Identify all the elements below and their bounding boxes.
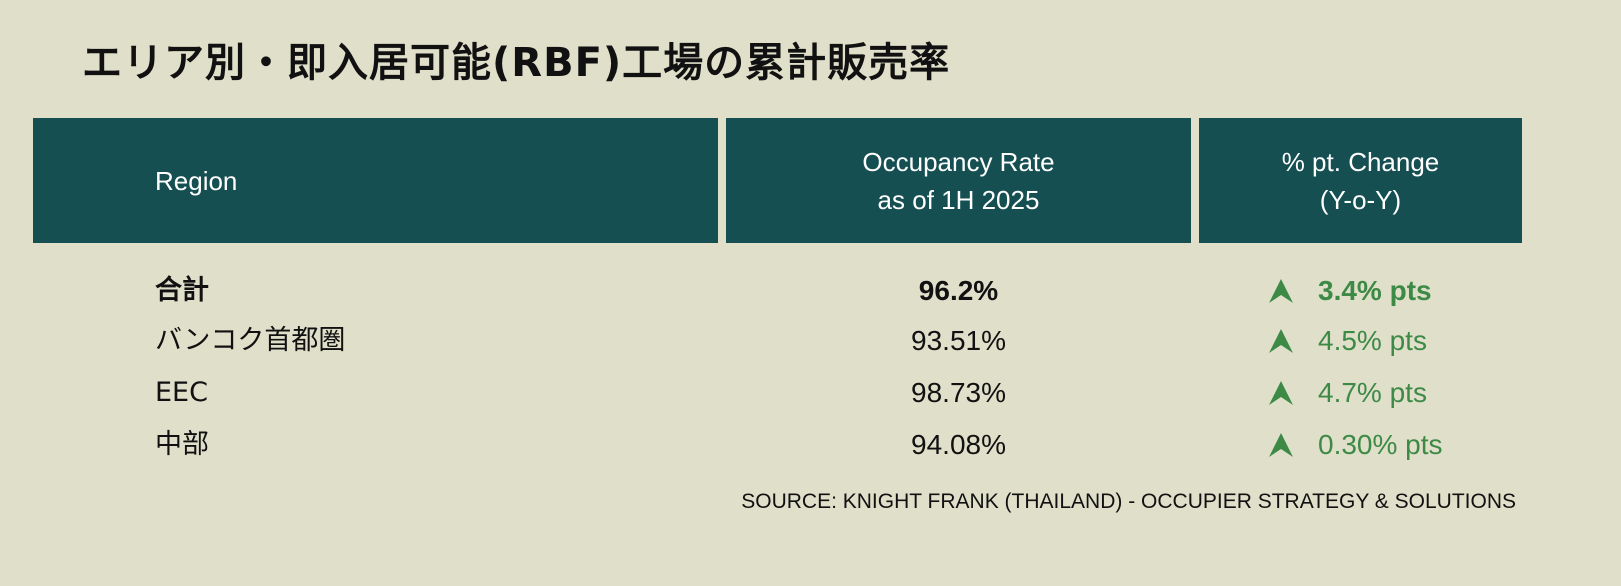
header-cell: % pt. Change (Y-o-Y) <box>1199 118 1522 243</box>
up-arrow-icon <box>1269 433 1293 457</box>
header-text: Region <box>155 165 238 196</box>
arrow-shape <box>1269 279 1293 303</box>
table-cell: 96.2% <box>918 275 999 306</box>
table-cell: 98.73% <box>911 377 1006 408</box>
table-cell: 合計 <box>155 275 209 306</box>
table-cell: EEC <box>155 377 208 408</box>
table-cell: 93.51% <box>911 325 1006 356</box>
arrow-shape <box>1269 433 1293 457</box>
source-note: SOURCE: KNIGHT FRANK (THAILAND) - OCCUPI… <box>741 490 1516 513</box>
header-text: as of 1H 2025 <box>877 184 1040 215</box>
header-text: Occupancy Rate <box>862 146 1055 177</box>
table-cell: 94.08% <box>911 429 1006 460</box>
header-cell: Occupancy Rate as of 1H 2025 <box>726 118 1191 243</box>
table-cell: 0.30% pts <box>1318 429 1443 460</box>
title: エリア別・即入居可能(RBF)工場の累計販売率 <box>82 40 951 86</box>
table-cell: 4.5% pts <box>1318 325 1427 356</box>
up-arrow-icon <box>1269 279 1293 303</box>
table-cell: 3.4% pts <box>1318 275 1432 306</box>
arrow-shape <box>1269 329 1293 353</box>
table-cell: 4.7% pts <box>1318 377 1427 408</box>
table-row: EEC 98.73% 4.7% pts <box>0 368 1621 418</box>
table-row: バンコク首都圏 93.51% 4.5% pts <box>0 316 1621 366</box>
header-cell: Region <box>33 118 718 243</box>
up-arrow-icon <box>1269 381 1293 405</box>
table-row: 合計 96.2% 3.4% pts <box>0 266 1621 316</box>
table-cell: バンコク首都圏 <box>155 325 346 356</box>
header-text: (Y-o-Y) <box>1319 184 1402 215</box>
header-text: % pt. Change <box>1281 146 1440 177</box>
table-cell: 中部 <box>155 429 209 460</box>
up-arrow-icon <box>1269 329 1293 353</box>
table-row: 中部 94.08% 0.30% pts <box>0 420 1621 470</box>
arrow-shape <box>1269 381 1293 405</box>
